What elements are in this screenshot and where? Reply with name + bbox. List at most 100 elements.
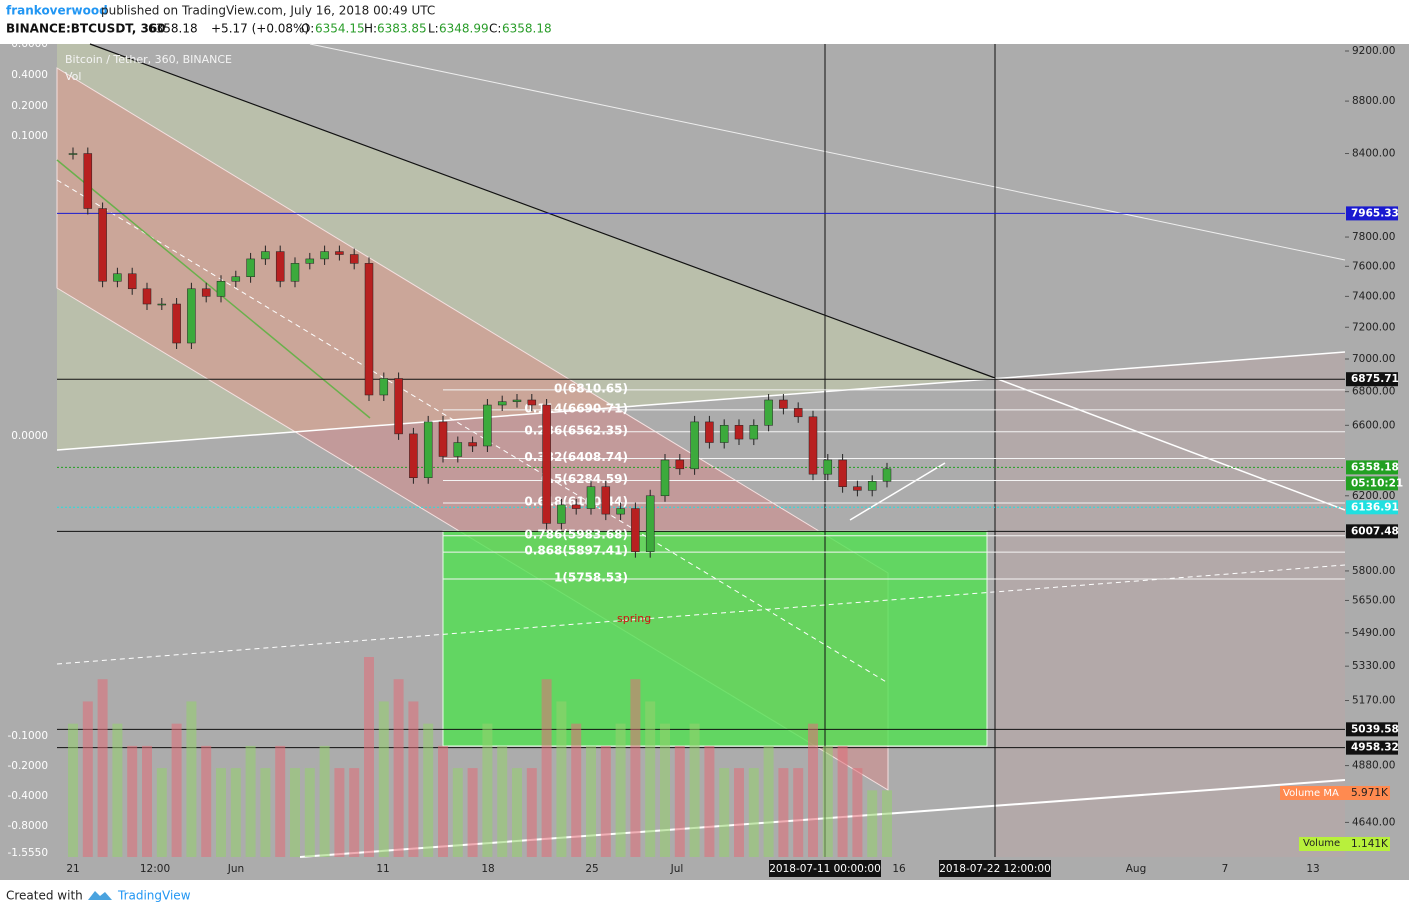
volume-bar bbox=[571, 723, 582, 857]
candle bbox=[660, 459, 670, 497]
volume-bar bbox=[660, 723, 670, 857]
price-label-box bbox=[1346, 500, 1398, 515]
time-tick-label: 2018-07-22 12:00:00 bbox=[939, 863, 1051, 875]
time-tick-label: 12:00 bbox=[140, 863, 170, 875]
volume-bar bbox=[852, 768, 863, 857]
price-tick-label: 5650.00 bbox=[1352, 594, 1395, 606]
annotation: spring bbox=[617, 612, 651, 625]
h-label: H: bbox=[364, 22, 377, 36]
price-axis bbox=[1345, 44, 1409, 857]
fib-label: 0.5(6284.59) bbox=[541, 472, 628, 486]
price-label: 5039.58 bbox=[1351, 723, 1399, 735]
volume-bar bbox=[112, 723, 123, 857]
left-tick-label: -0.8000 bbox=[7, 820, 48, 832]
left-tick-label: -0.1000 bbox=[7, 730, 48, 742]
volume-bar bbox=[467, 768, 478, 857]
candle bbox=[187, 288, 196, 344]
time-tick-label: 11 bbox=[376, 863, 389, 875]
candle bbox=[557, 504, 566, 524]
price-label-box bbox=[1346, 524, 1398, 539]
time-tick-label: 2018-07-11 00:00:00 bbox=[769, 863, 881, 875]
volume-bar bbox=[393, 679, 404, 857]
open: 6354.15 bbox=[315, 22, 365, 36]
volume-bar bbox=[142, 745, 152, 857]
volume-bar bbox=[778, 768, 789, 857]
volume-bar bbox=[186, 701, 197, 857]
candle bbox=[172, 303, 181, 344]
left-tick-label: -0.2000 bbox=[7, 760, 48, 772]
candle bbox=[379, 378, 389, 396]
candle bbox=[83, 153, 93, 209]
volume-bar bbox=[645, 701, 656, 857]
candle bbox=[497, 401, 507, 406]
volume-bar bbox=[541, 679, 552, 857]
price-tick-label: 5170.00 bbox=[1352, 695, 1395, 707]
c-label: C: bbox=[489, 22, 501, 36]
left-tick-label: 0.2000 bbox=[11, 100, 48, 112]
price-tick-label: 7200.00 bbox=[1352, 321, 1395, 333]
volume-bar bbox=[230, 768, 241, 857]
volume-bar bbox=[793, 768, 804, 857]
trendline bbox=[849, 462, 946, 521]
volume-bar bbox=[482, 723, 493, 857]
volume-bar bbox=[808, 723, 818, 857]
trendline bbox=[56, 159, 371, 419]
candle bbox=[201, 288, 211, 297]
header: frankoverwood published on TradingView.c… bbox=[6, 4, 552, 36]
candle bbox=[68, 153, 78, 155]
candle bbox=[409, 433, 418, 478]
fib-label: 0.382(6408.74) bbox=[524, 450, 628, 464]
candle bbox=[853, 486, 862, 491]
volume-bar bbox=[674, 745, 685, 857]
candle bbox=[127, 273, 137, 290]
price-label: 6136.91 bbox=[1351, 501, 1399, 513]
footer-created: Created with bbox=[6, 889, 83, 903]
vol-ma-box bbox=[1280, 786, 1390, 800]
time-tick-label: 16 bbox=[892, 863, 906, 875]
price-label-box bbox=[1346, 206, 1398, 221]
price-label-box bbox=[1346, 372, 1398, 387]
volume-bar bbox=[600, 745, 611, 857]
volume-bar bbox=[867, 790, 878, 857]
price-tick-label: 7800.00 bbox=[1352, 231, 1395, 243]
candle bbox=[438, 421, 448, 457]
target-box bbox=[442, 530, 988, 747]
time-tick-label: Jul bbox=[670, 863, 684, 875]
footer-brand[interactable]: TradingView bbox=[117, 889, 191, 903]
vol-ma-value: 5.971K bbox=[1351, 787, 1389, 799]
volume-bar bbox=[452, 768, 463, 857]
price-label: 7965.33 bbox=[1351, 207, 1399, 219]
price-tick-label: 5800.00 bbox=[1352, 565, 1395, 577]
candle bbox=[734, 425, 744, 440]
volume-bar bbox=[438, 745, 448, 857]
volume-bar bbox=[201, 745, 212, 857]
time-label-box bbox=[769, 860, 881, 877]
author[interactable]: frankoverwood bbox=[6, 4, 108, 18]
fib-label: 0.236(6562.35) bbox=[524, 423, 628, 437]
volume-bar bbox=[837, 745, 848, 857]
candle bbox=[364, 263, 374, 396]
fib-label: 0.868(5897.41) bbox=[524, 544, 628, 558]
left-tick-label: 0.6000 bbox=[11, 38, 48, 50]
volume-bar bbox=[704, 745, 715, 857]
volume-bar bbox=[319, 745, 330, 857]
volume-bar bbox=[97, 679, 108, 857]
volume-bar bbox=[260, 768, 271, 857]
volume-bar bbox=[156, 768, 167, 857]
vol-ma-name: Volume MA bbox=[1283, 788, 1339, 799]
price-tick-label: 6200.00 bbox=[1352, 490, 1395, 502]
candle bbox=[601, 486, 611, 515]
candle bbox=[571, 504, 581, 509]
price-tick-label: 7600.00 bbox=[1352, 260, 1395, 272]
candle bbox=[468, 442, 477, 447]
legend-title: Bitcoin / Tether, 360, BINANCE bbox=[65, 53, 232, 66]
volume-bar bbox=[245, 745, 256, 857]
price-label-box bbox=[1346, 722, 1398, 737]
price-label-box bbox=[1346, 460, 1398, 475]
candle bbox=[305, 258, 315, 264]
price-tick-label: 6800.00 bbox=[1352, 386, 1395, 398]
high: 6383.85 bbox=[377, 22, 427, 36]
volume-bar bbox=[689, 723, 700, 857]
price-tick-label: 7000.00 bbox=[1352, 353, 1395, 365]
